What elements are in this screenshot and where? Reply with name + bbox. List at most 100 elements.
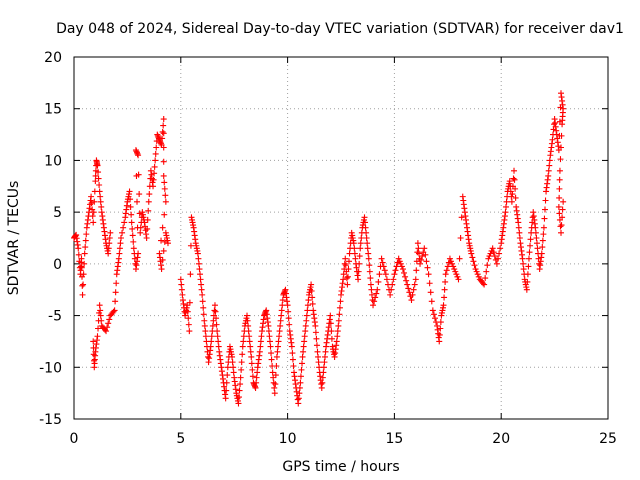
data-point-interp — [246, 338, 253, 345]
data-point-interp — [159, 224, 166, 231]
data-point-interp — [278, 307, 285, 314]
data-point-interp — [239, 351, 246, 358]
data-point — [346, 250, 353, 257]
data-point-interp — [286, 321, 293, 328]
data-point — [301, 333, 308, 340]
data-point — [395, 255, 402, 262]
data-point-interp — [456, 255, 463, 262]
data-point — [90, 338, 97, 345]
data-point — [267, 343, 274, 350]
data-point-interp — [335, 322, 342, 329]
data-point-interp — [289, 350, 296, 357]
data-point-interp — [90, 209, 97, 216]
data-point-interp — [511, 176, 518, 183]
data-point-interp — [135, 171, 142, 178]
data-point-interp — [334, 333, 341, 340]
data-point-interp — [136, 210, 143, 217]
data-point-interp — [151, 163, 158, 170]
data-point-interp — [210, 317, 217, 324]
data-point-interp — [516, 229, 523, 236]
data-point — [194, 250, 201, 257]
data-point — [135, 152, 142, 159]
data-point-interp — [469, 254, 476, 261]
data-point-interp — [247, 348, 254, 355]
data-point-interp — [300, 348, 307, 355]
data-point-interp — [363, 229, 370, 236]
data-point-interp — [322, 348, 329, 355]
data-point — [303, 312, 310, 319]
data-point-interp — [160, 144, 167, 151]
data-point-interp — [266, 333, 273, 340]
data-point-interp — [320, 369, 327, 376]
data-point — [278, 312, 285, 319]
data-point-interp — [491, 253, 498, 260]
data-point-interp — [366, 262, 373, 269]
data-point — [297, 379, 304, 386]
data-point — [485, 255, 492, 262]
data-point-interp — [129, 232, 136, 239]
data-point — [75, 245, 82, 252]
data-point-interp — [452, 268, 459, 275]
data-point — [378, 255, 385, 262]
data-point — [414, 240, 421, 247]
data-point-interp — [375, 278, 382, 285]
data-point-interp — [427, 289, 434, 296]
data-point-interp — [296, 384, 303, 391]
data-point-interp — [497, 245, 504, 252]
data-point-interp — [129, 225, 136, 232]
data-point-interp — [254, 369, 261, 376]
data-point-interp — [75, 251, 82, 258]
data-point-interp — [113, 280, 120, 287]
data-point-interp — [196, 266, 203, 273]
data-point-interp — [223, 387, 230, 394]
data-point-interp — [116, 245, 123, 252]
data-point — [186, 328, 193, 335]
data-point — [197, 271, 204, 278]
data-point-interp — [450, 263, 457, 270]
data-point-interp — [304, 307, 311, 314]
data-point-interp — [516, 235, 523, 241]
data-point-interp — [373, 290, 380, 297]
data-point-interp — [475, 273, 482, 280]
data-point — [177, 276, 184, 283]
data-point-interp — [161, 211, 168, 218]
data-point — [367, 281, 374, 288]
y-tick-label: 15 — [44, 102, 62, 118]
data-point-interp — [202, 328, 209, 335]
data-point-interp — [474, 271, 481, 278]
data-point-interp — [198, 281, 205, 288]
data-point-interp — [524, 278, 531, 285]
data-point — [344, 281, 351, 288]
data-point-interp — [146, 191, 153, 198]
grid-lines — [74, 57, 608, 419]
data-point — [532, 224, 539, 231]
data-point — [284, 302, 291, 309]
data-point-interp — [127, 203, 134, 210]
data-point — [207, 343, 214, 350]
data-point — [211, 302, 218, 309]
data-point-interp — [106, 316, 113, 323]
data-point-interp — [343, 275, 350, 282]
data-point-interp — [510, 175, 517, 182]
data-point-interp — [383, 276, 390, 283]
data-point-interp — [137, 224, 144, 231]
data-point — [558, 229, 565, 236]
data-point-interp — [116, 250, 123, 257]
data-point-interp — [161, 179, 168, 186]
data-point-interp — [436, 331, 443, 338]
data-point-interp — [95, 169, 102, 176]
data-point-interp — [442, 278, 449, 285]
data-point-interp — [424, 264, 431, 271]
data-point-interp — [253, 374, 260, 381]
data-point — [314, 348, 321, 355]
data-point-interp — [162, 192, 169, 199]
data-point-interp — [487, 250, 494, 257]
data-point — [94, 162, 101, 169]
data-point — [549, 136, 556, 143]
data-point-interp — [494, 255, 501, 262]
x-tick-label: 20 — [492, 431, 510, 447]
data-point-interp — [178, 286, 185, 293]
data-point-interp — [371, 298, 378, 305]
data-point-interp — [120, 224, 127, 231]
data-point-interp — [279, 302, 286, 309]
